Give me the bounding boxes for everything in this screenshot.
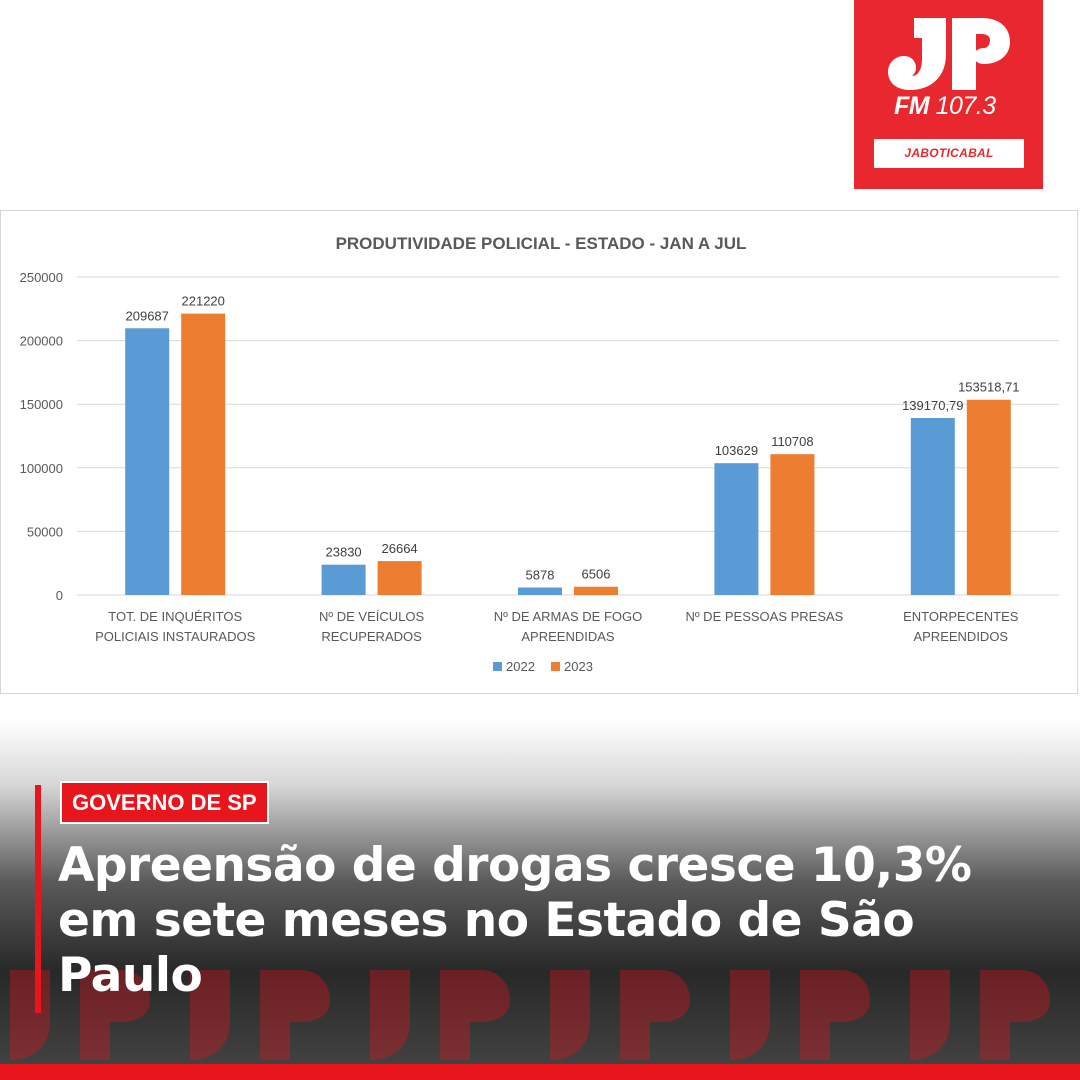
bar-2022 [714, 463, 759, 595]
chart-title: PRODUTIVIDADE POLICIAL - ESTADO - JAN A … [336, 234, 747, 253]
bar-2022 [321, 564, 366, 595]
data-label: 139170,79 [902, 398, 963, 413]
y-tick-label: 250000 [20, 270, 63, 285]
y-tick-label: 200000 [20, 334, 63, 349]
station-logo: FM 107.3 JABOTICABAL [854, 0, 1043, 189]
x-tick-label: ENTORPECENTES [903, 609, 1019, 624]
y-tick-label: 50000 [27, 524, 63, 539]
data-label: 5878 [526, 568, 555, 583]
bar-2023 [574, 586, 618, 595]
bar-2023 [966, 399, 1011, 595]
accent-line [35, 785, 41, 1013]
station-frequency: FM 107.3 [894, 92, 996, 120]
bar-2023 [181, 313, 226, 595]
y-tick-label: 150000 [20, 397, 63, 412]
jp-logo-mark [888, 18, 1010, 90]
x-tick-label: TOT. DE INQUÉRITOS [108, 609, 242, 624]
headline: Apreensão de drogas cresce 10,3% em sete… [58, 838, 972, 1003]
data-label: 103629 [715, 443, 758, 458]
legend-label: 2022 [506, 659, 535, 674]
category-tag[interactable]: GOVERNO DE SP [60, 781, 269, 824]
y-tick-label: 100000 [20, 461, 63, 476]
bar-chart: PRODUTIVIDADE POLICIAL - ESTADO - JAN A … [20, 234, 1059, 674]
data-label: 110708 [771, 434, 813, 449]
bar-2022 [125, 328, 170, 595]
logo-watermark-pattern [0, 960, 1080, 1064]
data-label: 153518,71 [958, 380, 1019, 395]
bar-2022 [910, 417, 955, 595]
x-tick-label: POLICIAIS INSTAURADOS [95, 629, 255, 644]
bar-2022 [518, 587, 562, 595]
data-label: 26664 [382, 541, 418, 556]
x-tick-label: Nº DE PESSOAS PRESAS [685, 609, 843, 624]
bottom-bar [0, 1064, 1080, 1080]
x-tick-label: APREENDIDOS [913, 629, 1008, 644]
data-label: 6506 [582, 567, 611, 582]
bar-2023 [377, 561, 422, 595]
data-label: 209687 [126, 308, 169, 323]
y-tick-label: 0 [56, 588, 63, 603]
data-label: 221220 [182, 294, 225, 309]
x-tick-label: Nº DE VEÍCULOS [319, 609, 424, 624]
x-tick-label: APREENDIDAS [521, 629, 615, 644]
x-tick-label: Nº DE ARMAS DE FOGO [494, 609, 643, 624]
bottom-gradient [0, 720, 1080, 1080]
legend-swatch-2022 [493, 662, 502, 671]
x-tick-label: RECUPERADOS [321, 629, 422, 644]
station-city: JABOTICABAL [874, 139, 1024, 168]
legend-label: 2023 [564, 659, 593, 674]
data-label: 23830 [326, 545, 362, 560]
chart-panel: PRODUTIVIDADE POLICIAL - ESTADO - JAN A … [0, 210, 1078, 694]
bar-2023 [770, 454, 815, 595]
legend-swatch-2023 [551, 662, 560, 671]
